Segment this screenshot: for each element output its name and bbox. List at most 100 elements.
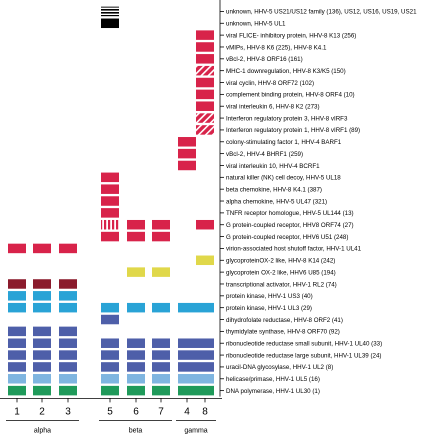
matrix-cell <box>152 385 170 396</box>
matrix-cell <box>101 196 119 206</box>
matrix-cell <box>127 231 145 242</box>
matrix-cell <box>101 18 119 29</box>
row-label: TNFR receptor homologue, HHV-5 UL144 (13… <box>226 210 354 217</box>
row-label: viral FLICE- inhibitory protein, HHV-8 K… <box>226 32 356 39</box>
matrix-cell <box>33 291 51 301</box>
matrix-cell <box>196 362 214 372</box>
matrix-cell <box>8 385 26 396</box>
row-label: glycoproteinOX-2 like, HHV-8 K14 (242) <box>226 258 335 265</box>
matrix-cell <box>196 77 214 88</box>
matrix-cell <box>101 314 119 325</box>
group-label: beta <box>129 427 143 434</box>
matrix-cell <box>33 243 51 254</box>
matrix-cell <box>59 338 77 348</box>
matrix-cell <box>178 362 196 372</box>
matrix-cell <box>8 302 26 313</box>
matrix-cell <box>178 374 196 384</box>
matrix-cell <box>196 219 214 230</box>
matrix-cell <box>178 137 196 147</box>
matrix-cell <box>178 338 196 348</box>
matrix-cell <box>152 362 170 372</box>
matrix-cell <box>8 350 26 360</box>
row-label: unknown, HHV-5 US21/US12 family (136), U… <box>226 9 417 16</box>
matrix-cell <box>59 291 77 301</box>
row-label: G protein-coupled receptor, HHV8 ORF74 (… <box>226 222 354 229</box>
matrix-cell <box>196 255 214 266</box>
matrix-cell <box>59 326 77 337</box>
row-label: viral cyclin, HHV-8 ORF72 (102) <box>226 80 314 87</box>
matrix-cell <box>101 219 119 230</box>
matrix-cell <box>101 172 119 183</box>
matrix-cell <box>152 302 170 313</box>
row-label: complement binding protein, HHV-8 ORF4 (… <box>226 92 355 99</box>
row-labels: unknown, HHV-5 US21/US12 family (136), U… <box>226 9 417 395</box>
row-label: viral interleukin 10, HHV-4 BCRF1 <box>226 163 320 170</box>
matrix-cell <box>8 291 26 301</box>
matrix-cell <box>101 350 119 360</box>
row-label: virion-associated host shutoff factor, H… <box>226 246 362 253</box>
row-label: glycoprotein OX-2 like, HHV6 U85 (194) <box>226 269 336 276</box>
matrix-cell <box>101 231 119 242</box>
row-label: dihydrofolate reductase, HHV-8 ORF2 (41) <box>226 317 343 324</box>
row-label: vMIPs, HHV-8 K6 (225), HHV-8 K4.1 <box>226 44 327 51</box>
matrix-cell <box>8 243 26 254</box>
column-label: 1 <box>14 406 20 417</box>
row-label: colony-stimulating factor 1, HHV-4 BARF1 <box>226 139 342 146</box>
row-label: G protein-coupled receptor, HHV6 U51 (24… <box>226 234 348 241</box>
matrix-cell <box>127 302 145 313</box>
matrix-cell <box>33 326 51 337</box>
row-label: Interferon regulatory protein 3, HHV-8 v… <box>226 115 348 122</box>
matrix-cell <box>196 101 214 111</box>
matrix-cell <box>101 302 119 313</box>
matrix-cell <box>33 338 51 348</box>
matrix-cell <box>152 338 170 348</box>
matrix-cell <box>33 385 51 396</box>
matrix-cell <box>196 374 214 384</box>
matrix-cell <box>196 65 214 76</box>
matrix-cell <box>178 148 196 159</box>
group-label: gamma <box>184 427 207 434</box>
matrix-cell <box>8 362 26 372</box>
row-label: beta chemokine, HHV-8 K4.1 (387) <box>226 186 322 193</box>
matrix-cell <box>127 219 145 230</box>
matrix-cell <box>8 326 26 337</box>
row-label: helicase/primase, HHV-1 UL5 (16) <box>226 376 320 383</box>
matrix-cell <box>101 374 119 384</box>
matrix-cell <box>33 350 51 360</box>
column-label: 2 <box>39 406 45 417</box>
matrix-cell <box>59 279 77 289</box>
matrix-cell <box>59 385 77 396</box>
matrix-cell <box>196 30 214 40</box>
matrix-cell <box>196 42 214 52</box>
row-label: protein kinase, HHV-1 US3 (40) <box>226 293 313 300</box>
row-label: transcriptional activator, HHV-1 RL2 (74… <box>226 281 337 288</box>
matrix-cell <box>196 302 214 313</box>
column-axis: 12356748alphabetagammahuman herpesviruse… <box>0 397 222 434</box>
matrix-cell <box>59 350 77 360</box>
matrix-cell <box>196 338 214 348</box>
matrix-cell <box>59 362 77 372</box>
matrix-cell <box>152 374 170 384</box>
matrix-cell <box>101 6 119 17</box>
row-label: MHC-1 downregulation, HHV-8 K3/K5 (150) <box>226 68 346 75</box>
row-label: alpha chemokine, HHV-5 UL47 (321) <box>226 198 327 205</box>
column-label: 3 <box>65 406 71 417</box>
matrix-cell <box>59 243 77 254</box>
matrix-cell <box>152 219 170 230</box>
matrix-cell <box>33 279 51 289</box>
column-label: 6 <box>133 406 139 417</box>
matrix-cell <box>101 208 119 218</box>
matrix-cell <box>127 362 145 372</box>
row-label: thymidylate synthase, HHV-8 ORF70 (92) <box>226 329 340 336</box>
row-label: DNA polymerase, HHV-1 UL30 (1) <box>226 388 320 395</box>
matrix-cell <box>8 338 26 348</box>
row-label: protein kinase, HHV-1 UL3 (29) <box>226 305 312 312</box>
matrix-cell <box>196 350 214 360</box>
matrix-cell <box>101 362 119 372</box>
matrix-cell <box>8 279 26 289</box>
matrix-cell <box>8 374 26 384</box>
matrix-cell <box>101 338 119 348</box>
matrix-cell <box>196 54 214 64</box>
row-label: viral interleukin 6, HHV-8 K2 (273) <box>226 104 320 111</box>
